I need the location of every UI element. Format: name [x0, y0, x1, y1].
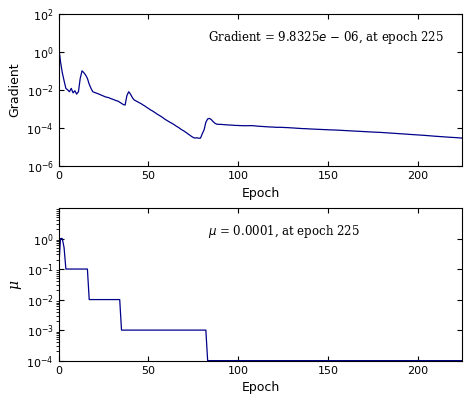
X-axis label: Epoch: Epoch	[241, 381, 280, 394]
Y-axis label: μ: μ	[7, 280, 21, 289]
X-axis label: Epoch: Epoch	[241, 186, 280, 200]
Y-axis label: Gradient: Gradient	[8, 63, 21, 117]
Text: Gradient = 9.8325$e$ − 06, at epoch 225: Gradient = 9.8325$e$ − 06, at epoch 225	[208, 29, 444, 46]
Text: $\mu$ = 0.0001, at epoch 225: $\mu$ = 0.0001, at epoch 225	[208, 223, 360, 241]
